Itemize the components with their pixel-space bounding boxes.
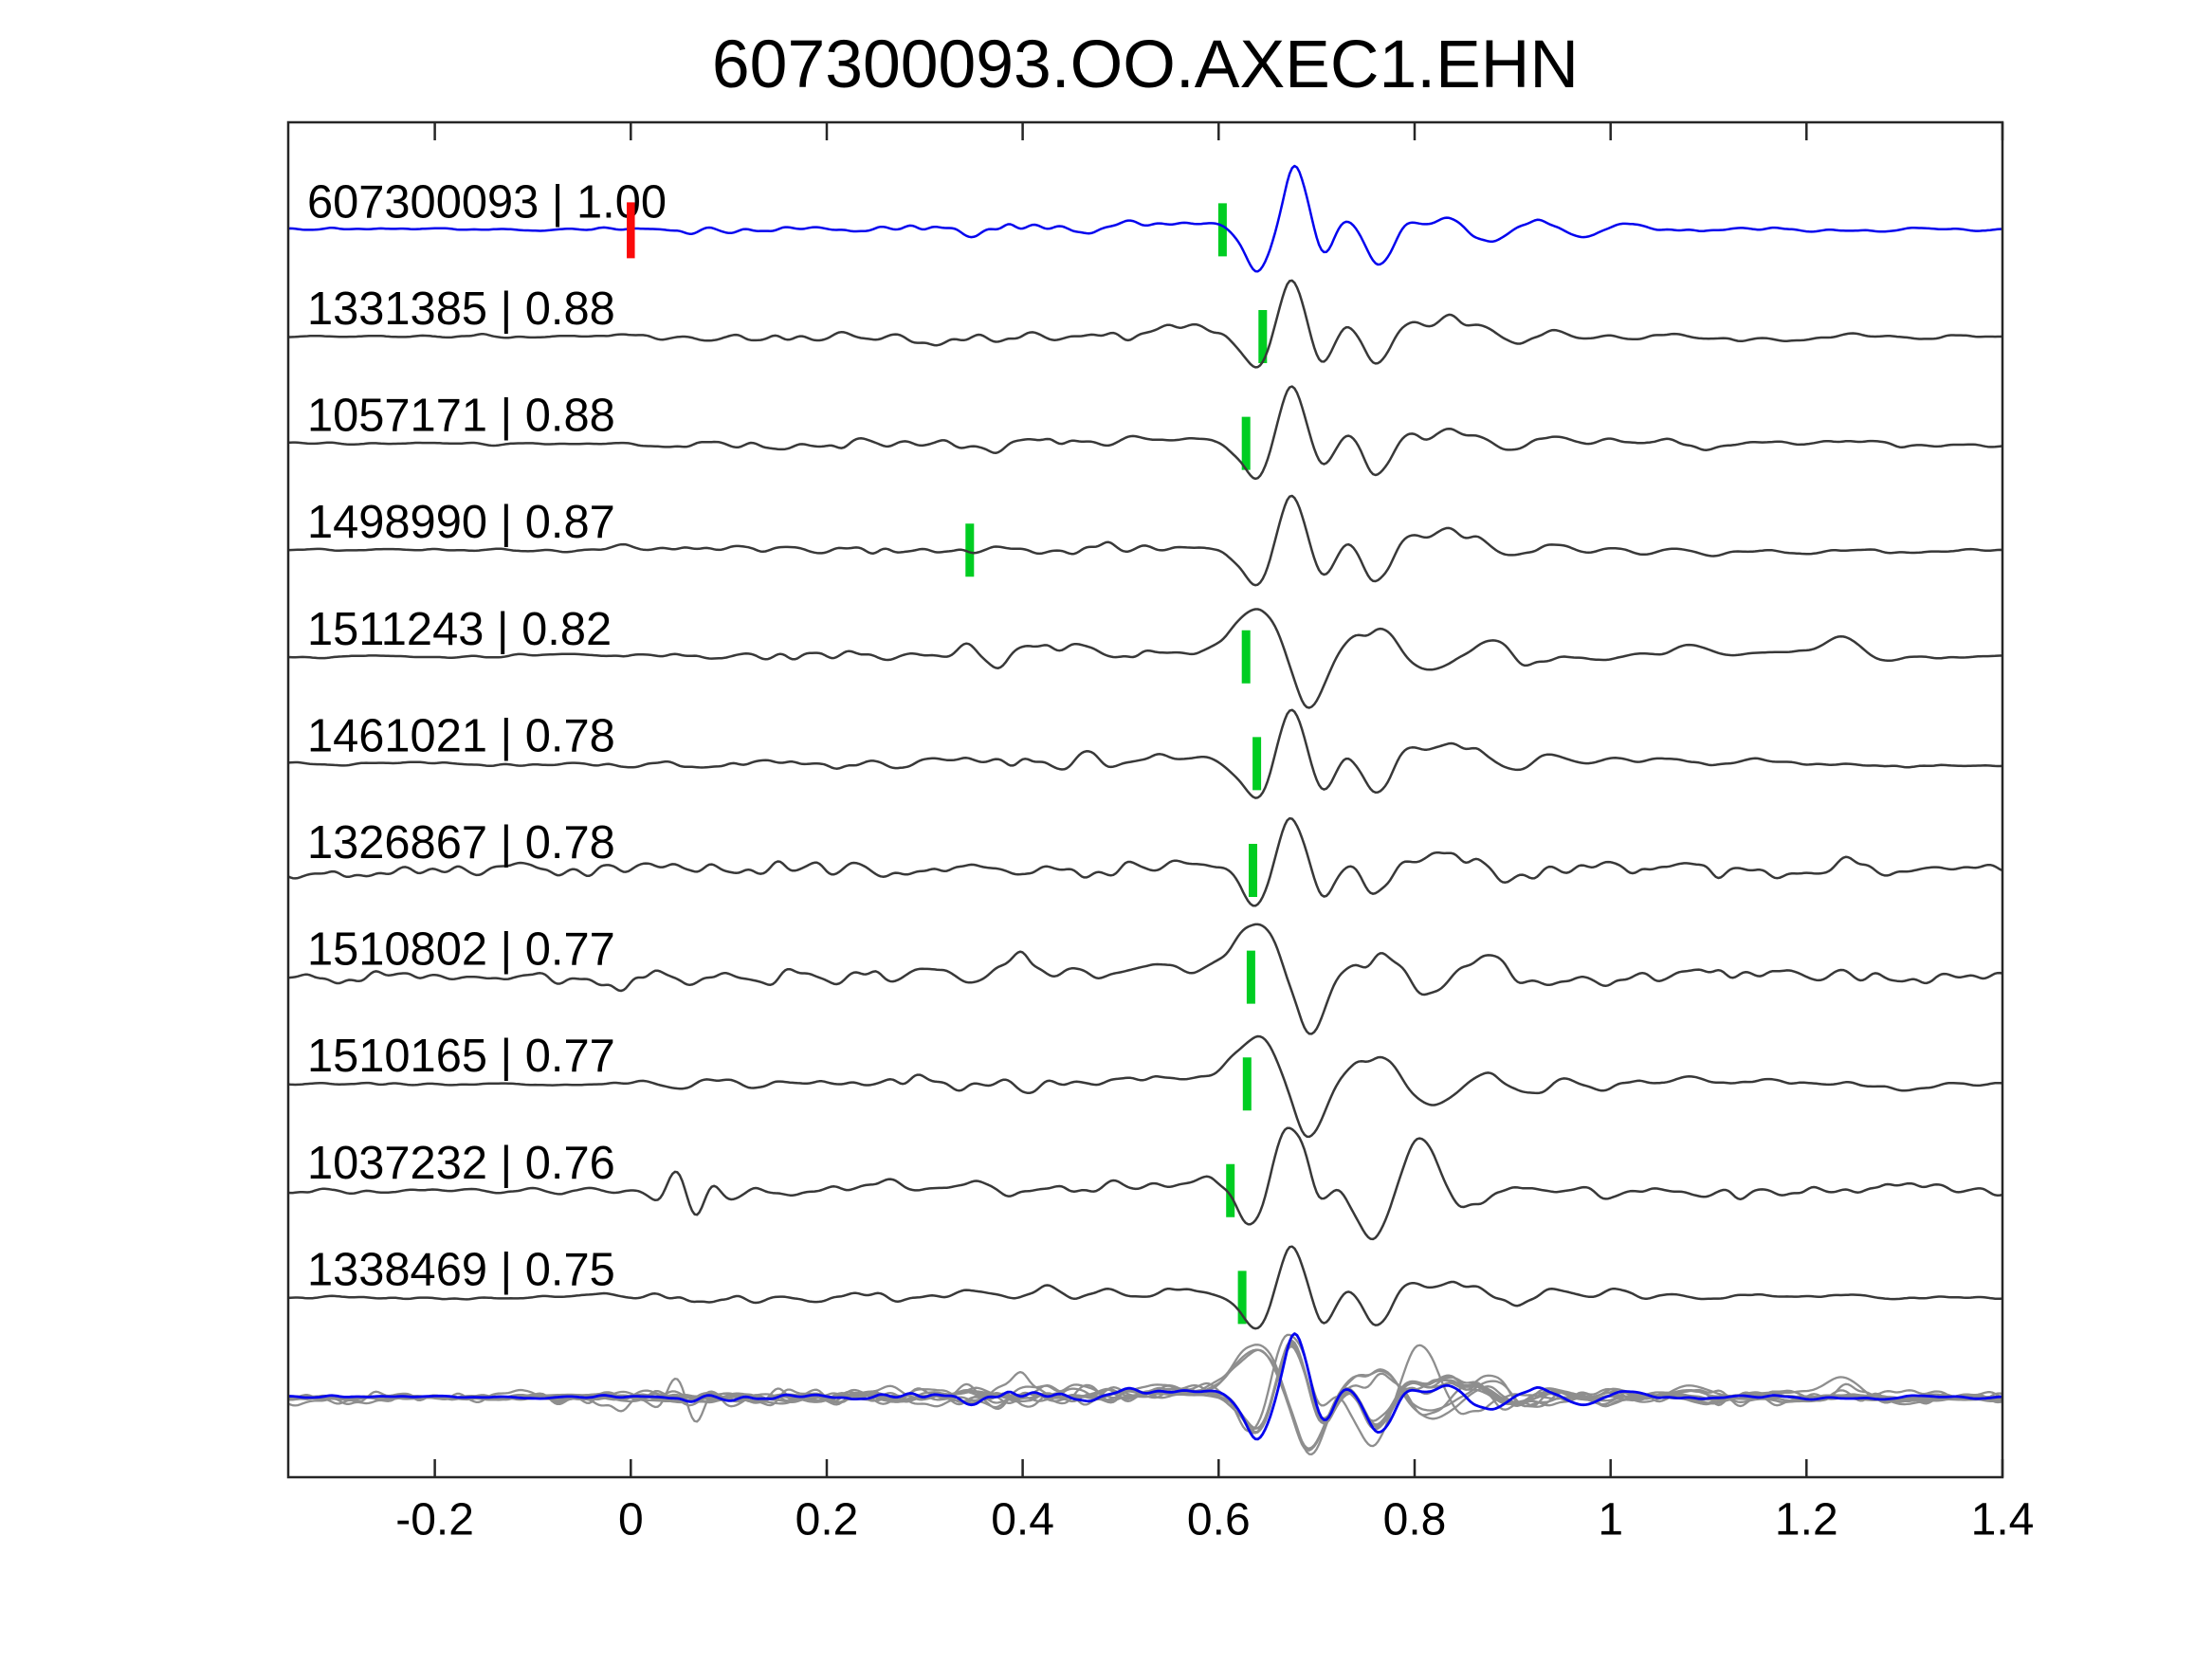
svg-text:1461021 | 0.78: 1461021 | 0.78 — [307, 710, 615, 761]
svg-text:1510802 | 0.77: 1510802 | 0.77 — [307, 924, 615, 976]
svg-text:0.2: 0.2 — [795, 1495, 859, 1545]
svg-text:0: 0 — [618, 1495, 644, 1545]
svg-text:1326867 | 0.78: 1326867 | 0.78 — [307, 817, 615, 869]
svg-text:1057171 | 0.88: 1057171 | 0.88 — [307, 391, 615, 442]
svg-text:607300093 | 1.00: 607300093 | 1.00 — [307, 176, 667, 228]
svg-text:1331385 | 0.88: 1331385 | 0.88 — [307, 283, 615, 335]
svg-text:0.4: 0.4 — [991, 1495, 1054, 1545]
svg-text:1.2: 1.2 — [1775, 1495, 1838, 1545]
svg-text:1037232 | 0.76: 1037232 | 0.76 — [307, 1138, 615, 1189]
svg-text:1510165 | 0.77: 1510165 | 0.77 — [307, 1031, 615, 1082]
svg-text:1338469 | 0.75: 1338469 | 0.75 — [307, 1244, 615, 1295]
svg-text:1511243 | 0.82: 1511243 | 0.82 — [307, 604, 612, 655]
svg-text:-0.2: -0.2 — [395, 1495, 474, 1545]
svg-text:1498990 | 0.87: 1498990 | 0.87 — [307, 497, 615, 548]
svg-text:1.4: 1.4 — [1971, 1495, 2035, 1545]
svg-text:0.8: 0.8 — [1383, 1495, 1447, 1545]
svg-text:0.6: 0.6 — [1187, 1495, 1251, 1545]
svg-text:607300093.OO.AXEC1.EHN: 607300093.OO.AXEC1.EHN — [712, 27, 1579, 102]
svg-text:1: 1 — [1598, 1495, 1623, 1545]
